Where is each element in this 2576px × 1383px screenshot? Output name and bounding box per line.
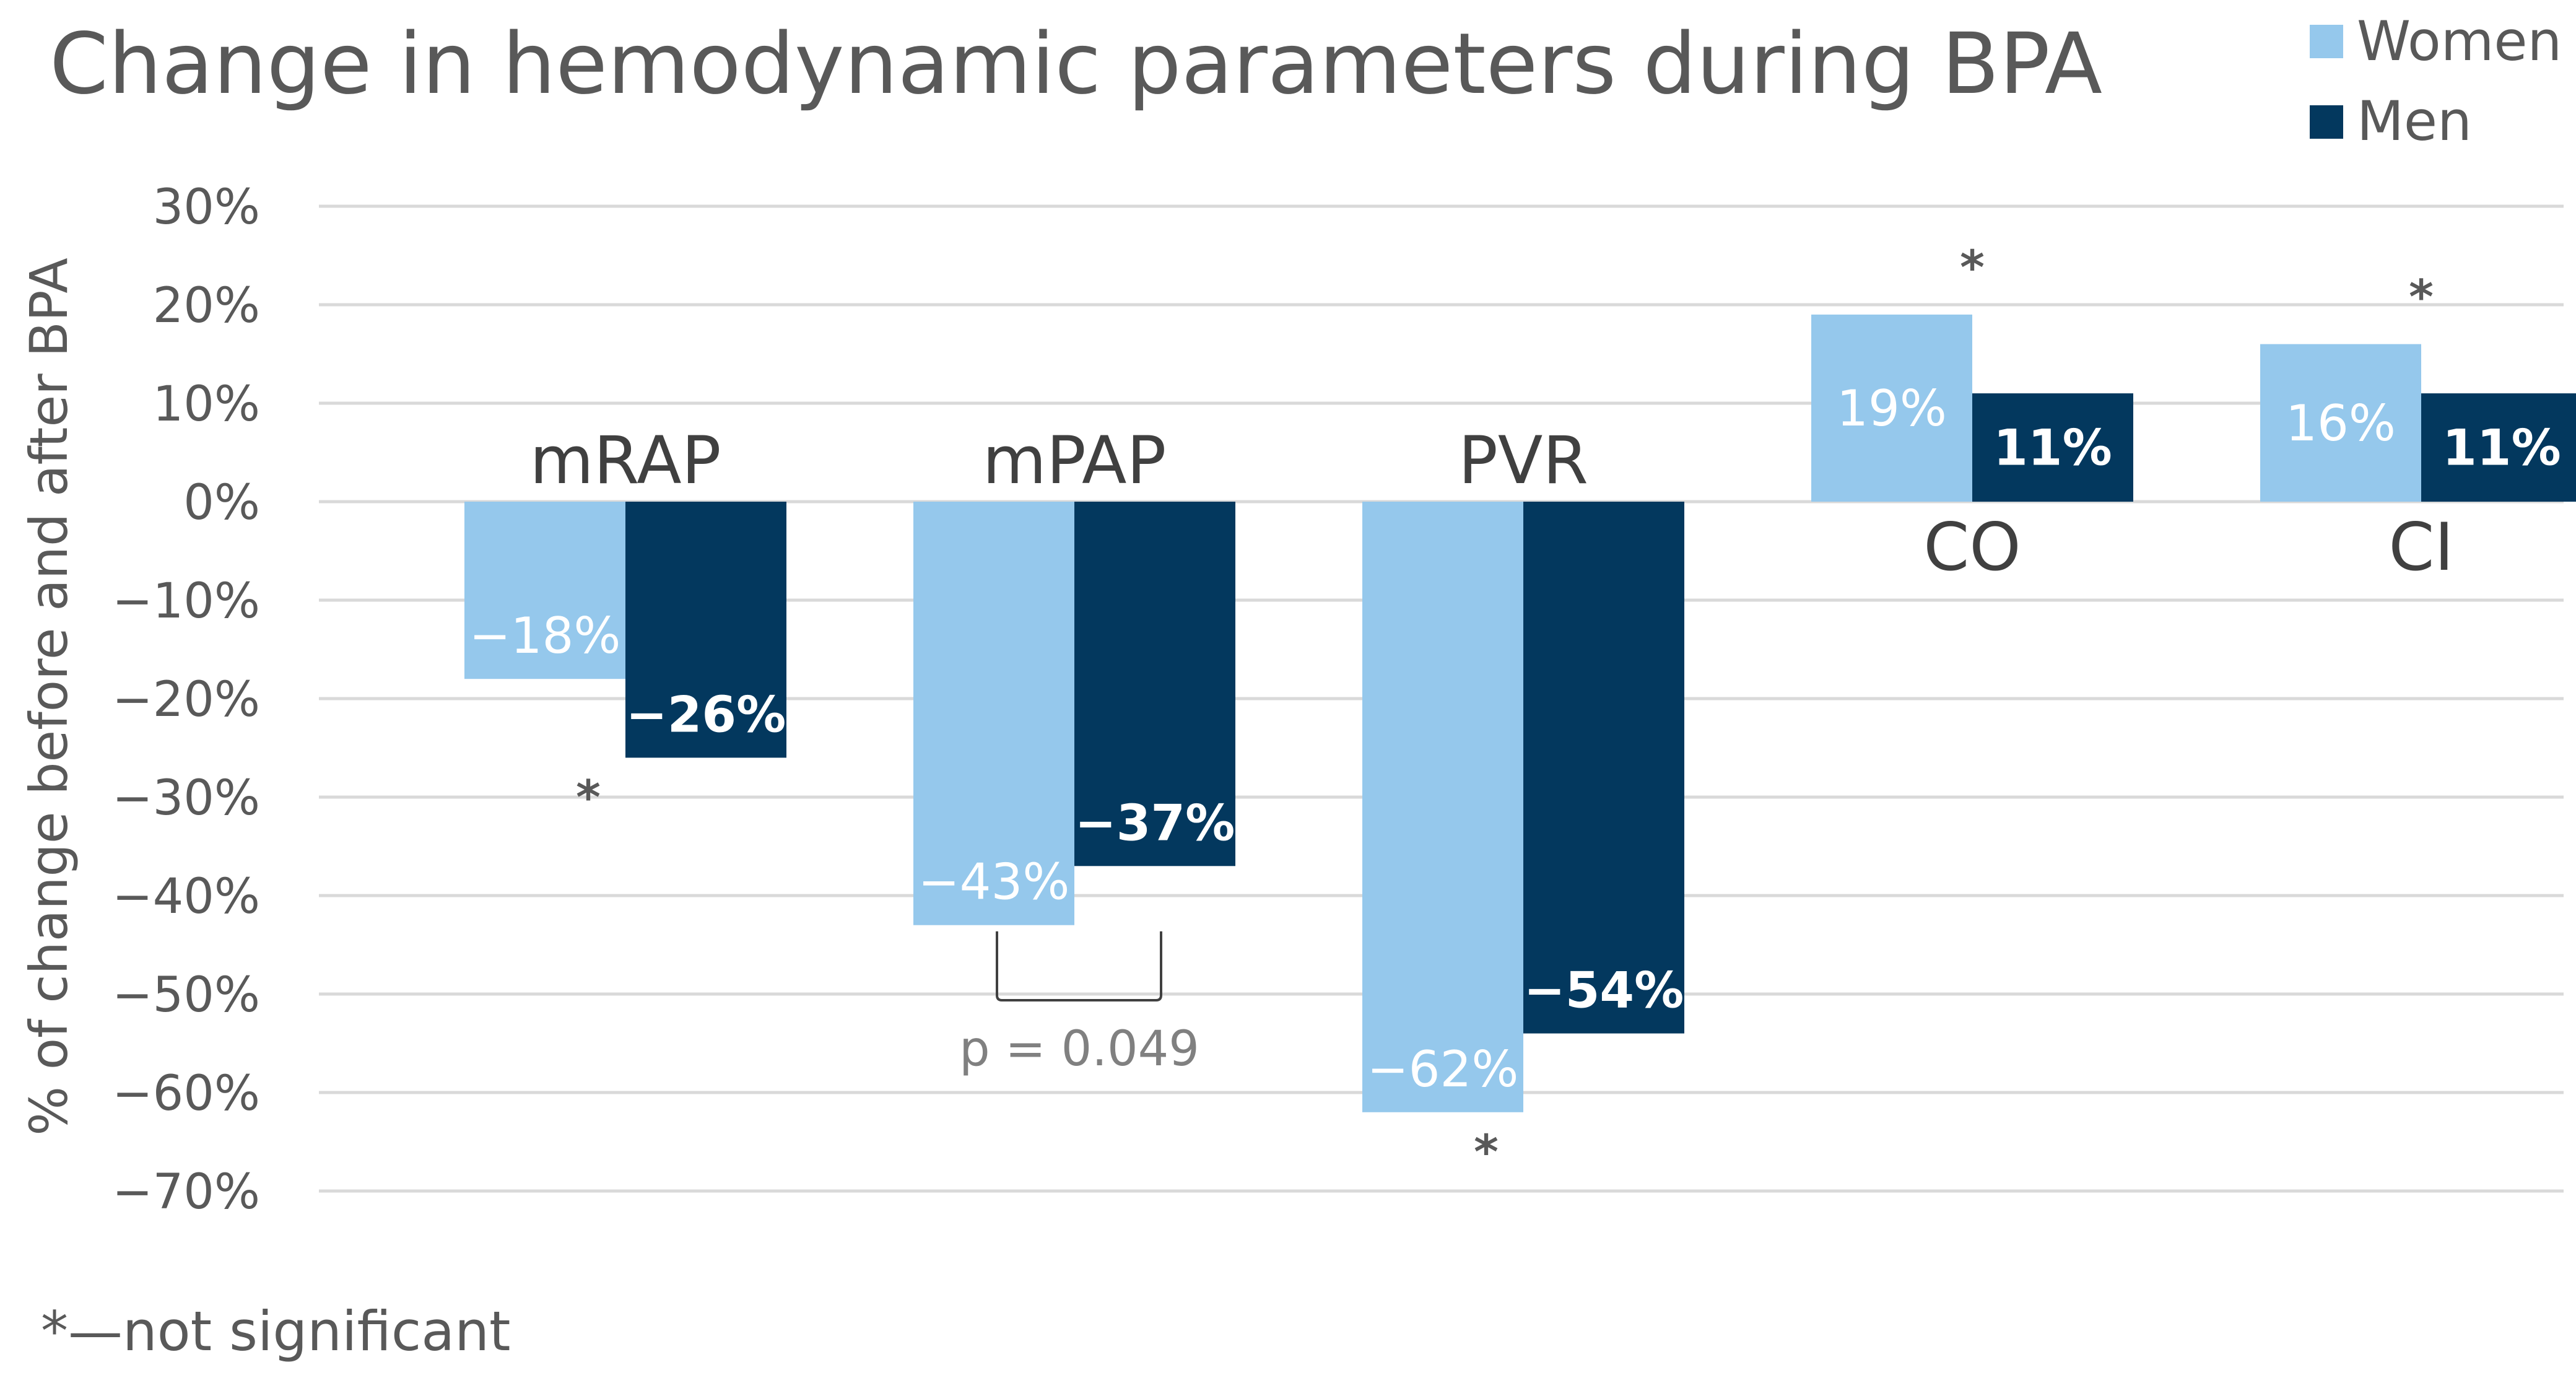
y-tick-label: −70% — [112, 1164, 260, 1220]
y-tick-label: −50% — [112, 967, 260, 1023]
bar-men-mpap — [1074, 502, 1235, 866]
bar-data-labels: −18%−26% −43%−37% −62%−54% 19% 11% 16% 11% — [469, 380, 2561, 1098]
footnote: *—not significant — [41, 1299, 510, 1363]
data-label-men-ci: 11% — [2442, 419, 2561, 477]
y-tick-label: 0% — [183, 475, 260, 531]
y-tick-label: 20% — [153, 278, 260, 334]
data-label-women-mpap: −43% — [918, 853, 1070, 911]
bar-men-mrap — [625, 502, 786, 758]
y-axis-label: % of change before and after BPA — [19, 258, 79, 1136]
data-label-women-mrap: −18% — [469, 607, 621, 665]
not-significant-marker-co: * — [1960, 240, 1985, 295]
category-label-ci: CI — [2388, 509, 2453, 585]
data-label-women-ci: 16% — [2286, 395, 2396, 452]
data-label-women-co: 19% — [1837, 380, 1947, 437]
p-value-bracket — [996, 931, 1162, 1001]
bar-men-pvr — [1523, 502, 1684, 1034]
y-tick-labels: 30% 20% 10% 0% −10% −20% −30% −40% −50% −60% −70% — [112, 180, 260, 1220]
legend-label-women: Women — [2357, 9, 2562, 73]
category-label-co: CO — [1923, 509, 2021, 585]
p-value-annotation: p = 0.049 — [959, 1021, 1199, 1077]
bar-women-mrap — [464, 502, 625, 679]
legend-label-men: Men — [2357, 89, 2472, 153]
bar-men-ci — [2421, 393, 2576, 502]
legend-swatch-men — [2310, 105, 2343, 139]
data-label-men-mpap: −37% — [1075, 794, 1235, 852]
category-label-mpap: mPAP — [983, 422, 1167, 499]
significance-markers: * * * * — [576, 240, 2434, 1179]
category-label-pvr: PVR — [1458, 422, 1588, 499]
chart-title: Change in hemodynamic parameters during … — [50, 15, 2102, 113]
legend-swatch-women — [2310, 25, 2343, 58]
category-label-mrap: mRAP — [529, 422, 721, 499]
y-tick-label: −60% — [112, 1066, 260, 1122]
y-tick-label: −20% — [112, 672, 260, 728]
data-label-men-co: 11% — [1993, 419, 2112, 477]
category-labels: mRAP mPAP PVR CO CI — [529, 422, 2453, 585]
data-label-women-pvr: −62% — [1367, 1041, 1519, 1098]
bar-men-co — [1972, 393, 2133, 502]
y-tick-label: −10% — [112, 574, 260, 629]
not-significant-marker-ci: * — [2409, 269, 2434, 325]
y-tick-label: 10% — [153, 377, 260, 432]
legend: Women Men — [2310, 9, 2562, 153]
data-label-men-mrap: −26% — [626, 686, 786, 743]
bar-women-mpap — [913, 502, 1074, 925]
not-significant-marker-mrap: * — [576, 769, 601, 824]
y-tick-label: −40% — [112, 869, 260, 925]
not-significant-marker-pvr: * — [1474, 1124, 1499, 1179]
bar-women-pvr — [1362, 502, 1523, 1112]
data-label-men-pvr: −54% — [1524, 962, 1684, 1019]
bars — [464, 314, 2576, 1112]
bar-women-ci — [2260, 344, 2421, 502]
y-tick-label: 30% — [153, 180, 260, 235]
y-tick-label: −30% — [112, 770, 260, 826]
bar-women-co — [1811, 314, 1972, 502]
